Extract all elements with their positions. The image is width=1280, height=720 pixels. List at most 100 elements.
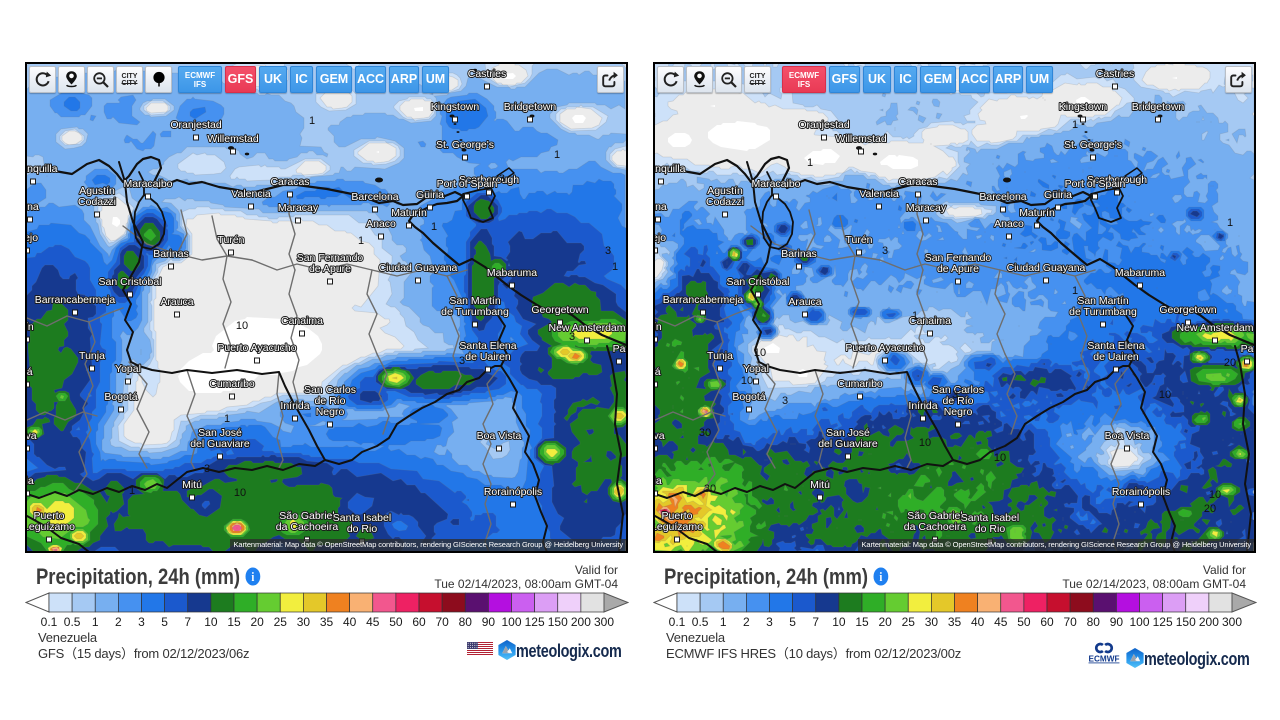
svg-text:i: i: [251, 569, 255, 584]
svg-text:Anaco: Anaco: [994, 218, 1024, 230]
svg-text:Boa Vista: Boa Vista: [477, 430, 522, 442]
svg-text:50: 50: [389, 615, 403, 629]
svg-text:3: 3: [782, 395, 788, 407]
svg-text:New Amsterdam: New Amsterdam: [1176, 322, 1253, 334]
svg-text:cá: cá: [27, 366, 33, 378]
svg-text:1: 1: [358, 235, 364, 247]
svg-text:eiva: eiva: [655, 430, 665, 442]
svg-text:10: 10: [754, 347, 766, 359]
svg-text:90: 90: [1110, 615, 1124, 629]
svg-text:7: 7: [184, 615, 191, 629]
svg-text:90: 90: [482, 615, 496, 629]
svg-text:ena: ena: [655, 201, 667, 213]
svg-text:Kingstown: Kingstown: [431, 101, 480, 113]
svg-text:Inírida: Inírida: [280, 400, 309, 412]
svg-text:New Amsterdam: New Amsterdam: [548, 322, 625, 334]
svg-text:3: 3: [952, 389, 958, 401]
svg-text:San Cristóbal: San Cristóbal: [726, 276, 789, 288]
svg-text:Georgetown: Georgetown: [1159, 304, 1216, 316]
svg-text:del Guaviare: del Guaviare: [190, 438, 250, 450]
svg-text:7: 7: [812, 615, 819, 629]
svg-text:3: 3: [569, 331, 575, 343]
svg-text:St. George's: St. George's: [436, 139, 494, 151]
svg-text:60: 60: [412, 615, 426, 629]
svg-text:2: 2: [743, 615, 750, 629]
svg-text:Maturín: Maturín: [1019, 207, 1055, 219]
svg-text:5: 5: [161, 615, 168, 629]
svg-text:Barcelona: Barcelona: [351, 191, 398, 203]
svg-text:Turén: Turén: [845, 234, 872, 246]
svg-text:Santa Elena: Santa Elena: [1087, 340, 1144, 352]
svg-text:cá: cá: [655, 366, 661, 378]
svg-text:10: 10: [1209, 489, 1221, 501]
svg-text:Santa Isabel: Santa Isabel: [961, 512, 1019, 524]
svg-text:San Martín: San Martín: [1077, 295, 1129, 307]
svg-text:Leguízamo: Leguízamo: [655, 521, 703, 533]
svg-text:do Rio: do Rio: [975, 523, 1006, 535]
svg-text:0.5: 0.5: [64, 615, 81, 629]
svg-text:60: 60: [1040, 615, 1054, 629]
svg-text:Kingstown: Kingstown: [1059, 101, 1108, 113]
svg-text:3: 3: [499, 173, 505, 185]
svg-text:Boa Vista: Boa Vista: [1105, 430, 1150, 442]
svg-text:Scarborough: Scarborough: [1087, 174, 1147, 186]
svg-text:Inírida: Inírida: [908, 400, 937, 412]
svg-text:1: 1: [224, 413, 230, 425]
svg-text:cia: cia: [27, 475, 34, 487]
svg-text:Port of Spain: Port of Spain: [437, 178, 498, 190]
svg-text:Turén: Turén: [217, 234, 244, 246]
svg-text:San Fernando: San Fernando: [297, 252, 364, 264]
svg-text:Canaima: Canaima: [281, 315, 323, 327]
svg-text:i: i: [879, 569, 883, 584]
svg-text:Negro: Negro: [944, 406, 973, 418]
svg-text:Barrancabermeja: Barrancabermeja: [35, 294, 116, 306]
svg-text:Maracaibo: Maracaibo: [123, 178, 172, 190]
svg-text:Pa: Pa: [1241, 343, 1254, 355]
svg-text:300: 300: [1222, 615, 1242, 629]
svg-text:25: 25: [274, 615, 288, 629]
svg-text:1: 1: [431, 221, 437, 233]
svg-text:llín: llín: [27, 321, 34, 333]
svg-text:3: 3: [459, 355, 465, 367]
svg-text:ECMWF: ECMWF: [1089, 655, 1120, 664]
svg-text:10: 10: [204, 615, 218, 629]
svg-text:Caracas: Caracas: [270, 176, 309, 188]
svg-text:3: 3: [766, 615, 773, 629]
svg-text:1: 1: [807, 157, 813, 169]
svg-text:30: 30: [925, 615, 939, 629]
svg-text:elejo: elejo: [655, 232, 666, 244]
svg-text:3: 3: [204, 463, 210, 475]
svg-text:da Cachoeira: da Cachoeira: [904, 521, 967, 533]
svg-text:Codazzi: Codazzi: [706, 196, 744, 208]
svg-text:Willemstad: Willemstad: [207, 133, 259, 145]
svg-text:Güiria: Güiria: [416, 189, 444, 201]
svg-text:Leguízamo: Leguízamo: [27, 521, 75, 533]
svg-text:70: 70: [1063, 615, 1077, 629]
svg-text:Valencia: Valencia: [231, 188, 271, 200]
svg-text:Mabaruma: Mabaruma: [1115, 267, 1165, 279]
svg-text:Maracaibo: Maracaibo: [751, 178, 800, 190]
svg-text:10: 10: [994, 452, 1006, 464]
svg-text:de Apure: de Apure: [937, 263, 979, 275]
svg-text:Arauca: Arauca: [160, 296, 193, 308]
svg-text:1: 1: [554, 149, 560, 161]
svg-text:de Uairen: de Uairen: [465, 351, 511, 363]
svg-text:Valencia: Valencia: [859, 188, 899, 200]
svg-text:Maracay: Maracay: [278, 202, 319, 214]
svg-text:San José: San José: [826, 427, 870, 439]
svg-text:Barrancabermeja: Barrancabermeja: [663, 294, 744, 306]
svg-text:Agustín: Agustín: [707, 185, 743, 197]
svg-text:Georgetown: Georgetown: [531, 304, 588, 316]
svg-text:150: 150: [1176, 615, 1196, 629]
svg-text:Pa: Pa: [613, 343, 626, 355]
svg-text:Maturín: Maturín: [391, 207, 427, 219]
svg-text:80: 80: [459, 615, 473, 629]
svg-text:2: 2: [115, 615, 122, 629]
svg-text:Bogotá: Bogotá: [732, 391, 765, 403]
svg-text:15: 15: [855, 615, 869, 629]
svg-text:San Carlos: San Carlos: [304, 384, 356, 396]
svg-text:Santa Elena: Santa Elena: [459, 340, 516, 352]
svg-text:do Rio: do Rio: [347, 523, 378, 535]
svg-text:arranquilla: arranquilla: [655, 163, 686, 175]
svg-text:0.1: 0.1: [41, 615, 58, 629]
